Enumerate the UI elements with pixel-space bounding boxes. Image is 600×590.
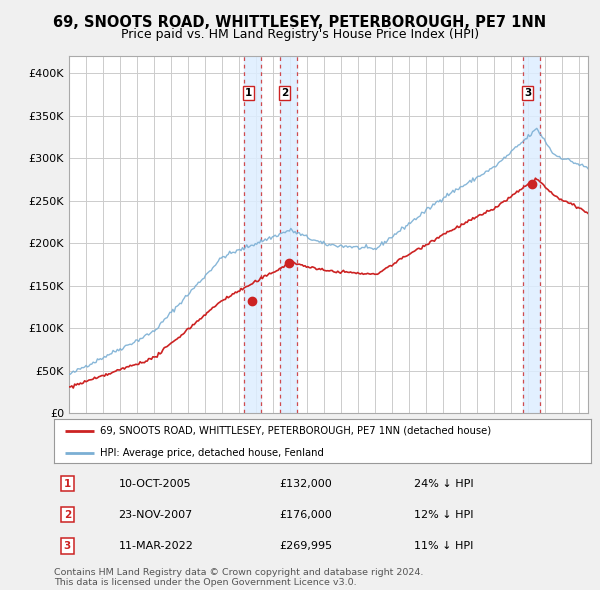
Text: 2: 2 [64, 510, 71, 520]
Text: 3: 3 [64, 541, 71, 551]
Text: 1: 1 [245, 88, 252, 98]
Text: £269,995: £269,995 [280, 541, 332, 551]
Bar [280, 56, 297, 413]
Text: 1: 1 [64, 478, 71, 489]
Text: Contains HM Land Registry data © Crown copyright and database right 2024.
This d: Contains HM Land Registry data © Crown c… [54, 568, 424, 587]
Text: 24% ↓ HPI: 24% ↓ HPI [414, 478, 473, 489]
Text: 11% ↓ HPI: 11% ↓ HPI [414, 541, 473, 551]
Text: 2: 2 [281, 88, 288, 98]
Bar [523, 56, 540, 413]
Text: Price paid vs. HM Land Registry's House Price Index (HPI): Price paid vs. HM Land Registry's House … [121, 28, 479, 41]
Text: £132,000: £132,000 [280, 478, 332, 489]
Text: 11-MAR-2022: 11-MAR-2022 [118, 541, 193, 551]
Text: 69, SNOOTS ROAD, WHITTLESEY, PETERBOROUGH, PE7 1NN (detached house): 69, SNOOTS ROAD, WHITTLESEY, PETERBOROUG… [100, 426, 491, 436]
Text: 3: 3 [524, 88, 531, 98]
Text: HPI: Average price, detached house, Fenland: HPI: Average price, detached house, Fenl… [100, 448, 323, 457]
Text: 12% ↓ HPI: 12% ↓ HPI [414, 510, 473, 520]
Text: 23-NOV-2007: 23-NOV-2007 [118, 510, 193, 520]
Text: £176,000: £176,000 [280, 510, 332, 520]
Text: 69, SNOOTS ROAD, WHITTLESEY, PETERBOROUGH, PE7 1NN: 69, SNOOTS ROAD, WHITTLESEY, PETERBOROUG… [53, 15, 547, 30]
Text: 10-OCT-2005: 10-OCT-2005 [118, 478, 191, 489]
Bar [244, 56, 261, 413]
